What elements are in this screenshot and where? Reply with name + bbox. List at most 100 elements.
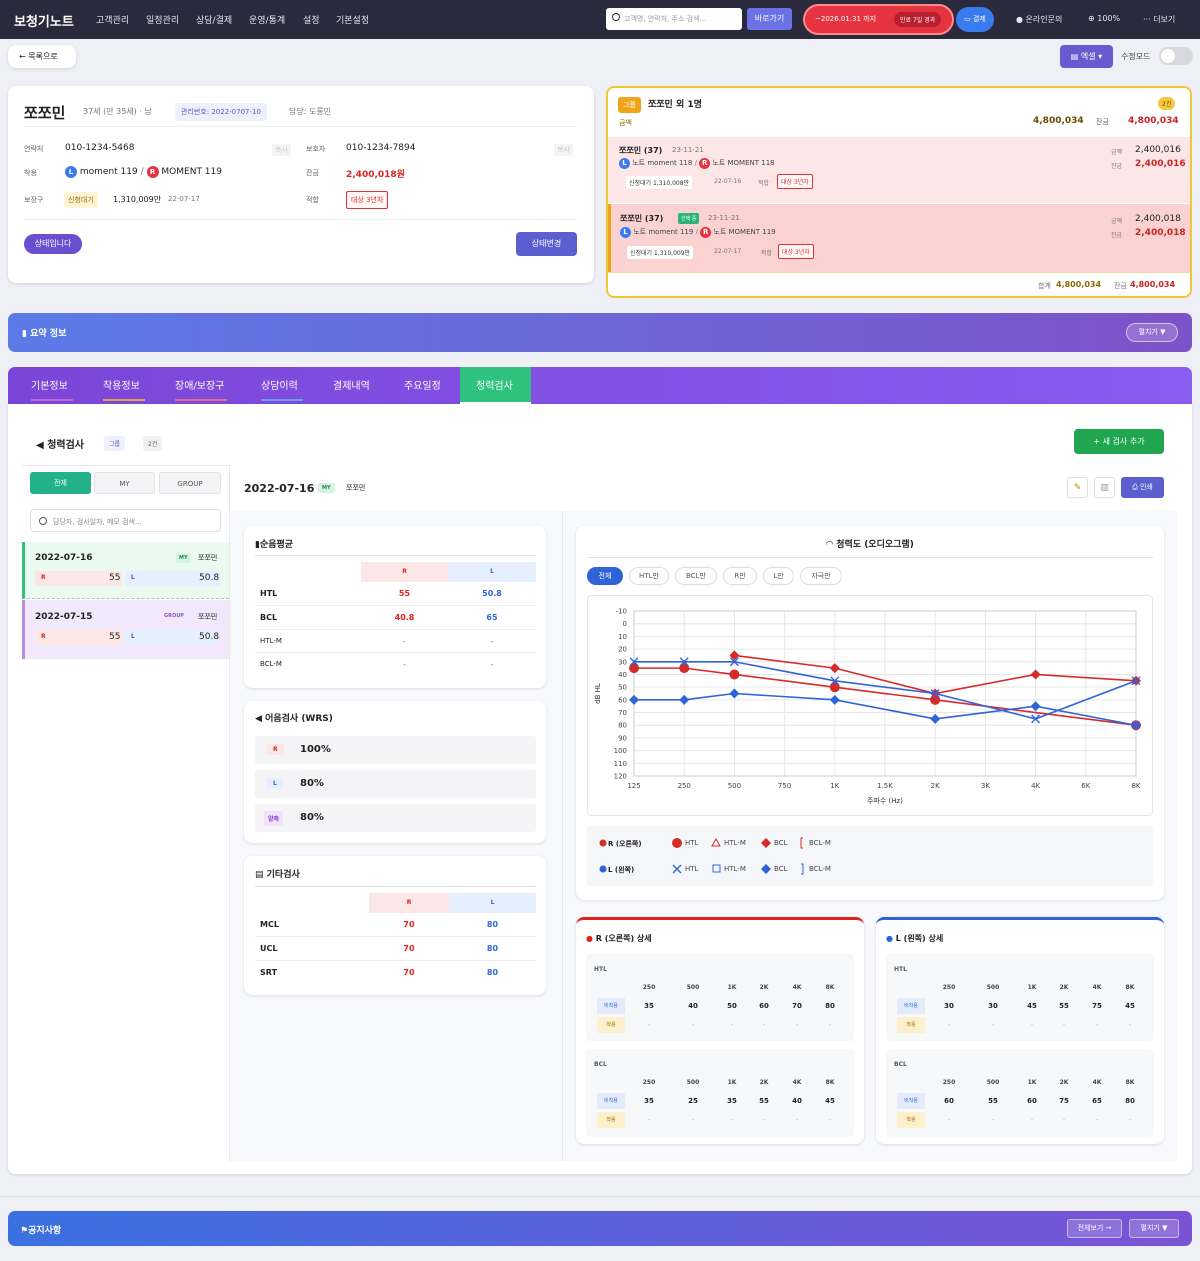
- tab-wear[interactable]: 착용정보: [103, 381, 140, 392]
- trash-icon[interactable]: ▥: [1094, 477, 1115, 498]
- excel-icon: ▤: [1070, 52, 1079, 61]
- audiogram-filter-htl[interactable]: HTL만: [629, 567, 669, 585]
- group-item[interactable]: 쪼쪼민 (37) 23-11-21 L 노트 moment 118 / R 노트…: [608, 137, 1190, 203]
- menu-stats[interactable]: 운영/통계: [249, 16, 286, 26]
- freq-header: 4K: [792, 984, 802, 991]
- back-to-list-button[interactable]: ← 목록으로: [8, 45, 76, 68]
- excel-button[interactable]: ▤ 엑셀 ▾: [1060, 45, 1113, 68]
- audiogram-filter-stim[interactable]: 자극만: [800, 567, 842, 585]
- data-point: [679, 657, 689, 667]
- online-inquiry-link[interactable]: ● 온라인문의: [1016, 14, 1062, 25]
- group-item-selected[interactable]: 쪼쪼민 (37) 선택 중 23-11-21 L 노트 moment 119 /…: [608, 204, 1190, 272]
- r-htl-table: HTL 250 500 1K 2K 4K 8K 비착용 착용 35 40 50 60 70 80 - - - - - -: [586, 954, 854, 1041]
- l-label: L: [131, 633, 135, 640]
- subscription-expire-pill[interactable]: ~2026.01.31 까지 만료 7일 경과: [805, 6, 952, 33]
- other-r-value: 70: [403, 968, 415, 977]
- x-tick-label: 500: [728, 782, 741, 790]
- audiogram-filter-all[interactable]: 전체: [587, 567, 623, 585]
- group-item-elig: 대상 3년차: [777, 174, 813, 189]
- edit-pencil-icon[interactable]: ✎: [1067, 477, 1088, 498]
- audiogram-filter-r[interactable]: R만: [723, 567, 757, 585]
- edit-mode-toggle[interactable]: [1159, 47, 1193, 65]
- group-total-label: 합계: [1038, 282, 1051, 290]
- group-title: 쪼쪼민 외 1명: [648, 100, 702, 110]
- other-row: UCL 70 80: [255, 937, 536, 961]
- hearing-group-tag: 그룹: [104, 436, 126, 451]
- x-tick-label: 125: [627, 782, 640, 790]
- tab-basic[interactable]: 기본정보: [31, 381, 68, 392]
- unaided-value: 55: [1059, 1002, 1069, 1010]
- add-test-button[interactable]: + 새 검사 추가: [1074, 429, 1164, 454]
- menu-schedule[interactable]: 일정관리: [146, 16, 180, 26]
- notice-expand-button[interactable]: 펼치기 ▼: [1129, 1219, 1179, 1238]
- r-detail-title: ● R (오른쪽) 상세: [586, 933, 652, 944]
- test-r-box: R 55: [35, 571, 122, 586]
- audiogram-filter-l[interactable]: L만: [763, 567, 794, 585]
- test-list-item[interactable]: 2022-07-15 GROUP 쪼쪼민 R 55 L 50.8: [22, 600, 229, 659]
- global-search-input[interactable]: 고객명, 연락처, 주소 검색...: [606, 8, 742, 30]
- print-button[interactable]: ⎙ 인쇄: [1121, 477, 1164, 498]
- freq-header: 250: [642, 984, 656, 991]
- menu-basic-settings[interactable]: 기본설정: [336, 16, 370, 26]
- tab-schedule[interactable]: 주요일정: [404, 381, 441, 392]
- copy-guardian-button[interactable]: 복사: [554, 144, 573, 156]
- zoom-control[interactable]: ⊕ 100%: [1088, 14, 1120, 23]
- test-search-input[interactable]: 담당자, 검사일자, 메모 검색...: [30, 509, 221, 532]
- other-row-label: MCL: [260, 920, 279, 929]
- l-value: 50.8: [199, 573, 220, 583]
- filter-my[interactable]: MY: [94, 472, 155, 494]
- menu-consult[interactable]: 상담/결제: [196, 16, 233, 26]
- freq-header: 1K: [727, 1079, 737, 1086]
- filter-all[interactable]: 전체: [30, 472, 91, 494]
- change-status-button[interactable]: 상태변경: [516, 232, 577, 256]
- go-button[interactable]: 바로가기: [747, 8, 792, 30]
- filter-group[interactable]: GROUP: [159, 472, 221, 494]
- status-pill-button[interactable]: 상태입니다: [24, 234, 82, 254]
- other-title: ▤ 기타검사: [255, 867, 300, 880]
- test-list-item[interactable]: 2022-07-16 MY 쪼쪼민 R 55 L 50.8: [22, 542, 229, 599]
- tab-consult[interactable]: 상담이력: [261, 381, 298, 392]
- freq-header: 500: [686, 1079, 700, 1086]
- freq-header: 250: [942, 1079, 956, 1086]
- group-badge: 그룹: [618, 97, 641, 113]
- audiogram-filter-bcl[interactable]: BCL만: [675, 567, 717, 585]
- legend-l-htl: HTL: [685, 865, 699, 873]
- hearing-title-text: 청력검사: [47, 440, 84, 451]
- unaided-value: 55: [988, 1097, 998, 1105]
- r-bcl-table: BCL 250 500 1K 2K 4K 8K 비착용 착용 35 25 35 55 40 45 - - - - - -: [586, 1049, 854, 1137]
- group-item-bal: 2,400,018: [1135, 228, 1186, 238]
- tab-disability[interactable]: 장애/보장구: [175, 381, 225, 392]
- notice-bar[interactable]: ⚑공지사항 전체보기 → 펼치기 ▼: [8, 1211, 1192, 1246]
- pay-button[interactable]: ▭ 결제: [956, 7, 994, 32]
- other-row-label: UCL: [260, 944, 278, 953]
- more-menu[interactable]: ··· 더보기: [1143, 14, 1175, 25]
- left-ear-icon: L: [65, 166, 77, 178]
- aided-label: 착용: [597, 1017, 625, 1033]
- legend-r-bcl: BCL: [774, 839, 788, 847]
- tab-payments[interactable]: 결제내역: [333, 381, 370, 392]
- other-tests-card: ▤ 기타검사 R L MCL 70 80 UCL 70 80 SRT 70 80: [244, 856, 546, 995]
- group-item-name: 쪼쪼민 (37): [619, 146, 663, 155]
- data-point: [679, 694, 690, 705]
- subsidy-label: 보장구: [24, 196, 44, 204]
- unaided-label: 비착용: [897, 998, 925, 1014]
- tab-hearing-active[interactable]: 청력검사: [460, 367, 531, 404]
- y-tick-label: 50: [618, 684, 627, 692]
- summary-bar[interactable]: ▮ 요약 정보 펼치기 ▼: [8, 313, 1192, 352]
- freq-header: 2K: [759, 984, 769, 991]
- summary-expand-button[interactable]: 펼치기 ▼: [1126, 323, 1178, 342]
- group-item-bal-label: 잔금: [1111, 232, 1123, 239]
- group-item-sub-date: 22-07-16: [714, 178, 742, 185]
- y-tick-label: 40: [618, 671, 627, 679]
- menu-settings[interactable]: 설정: [303, 16, 320, 26]
- menu-customers[interactable]: 고객관리: [96, 16, 130, 26]
- notice-view-all-button[interactable]: 전체보기 →: [1067, 1219, 1122, 1238]
- blue-dot-icon: ●: [886, 934, 893, 943]
- legend-r-htl-marker: [672, 838, 682, 848]
- customer-age: 37세 (만 35세) · 남: [83, 107, 152, 116]
- copy-contact-button[interactable]: 복사: [272, 144, 291, 156]
- audiogram-legend: R (오른쪽) L (왼쪽) HTL HTL-M BCL BCL-M HTL H…: [587, 826, 1153, 886]
- customer-card: 쪼쪼민 37세 (만 35세) · 남 관리번호: 2022-0707-10 담…: [8, 86, 594, 283]
- brand-logo[interactable]: 보청기노트: [14, 15, 74, 30]
